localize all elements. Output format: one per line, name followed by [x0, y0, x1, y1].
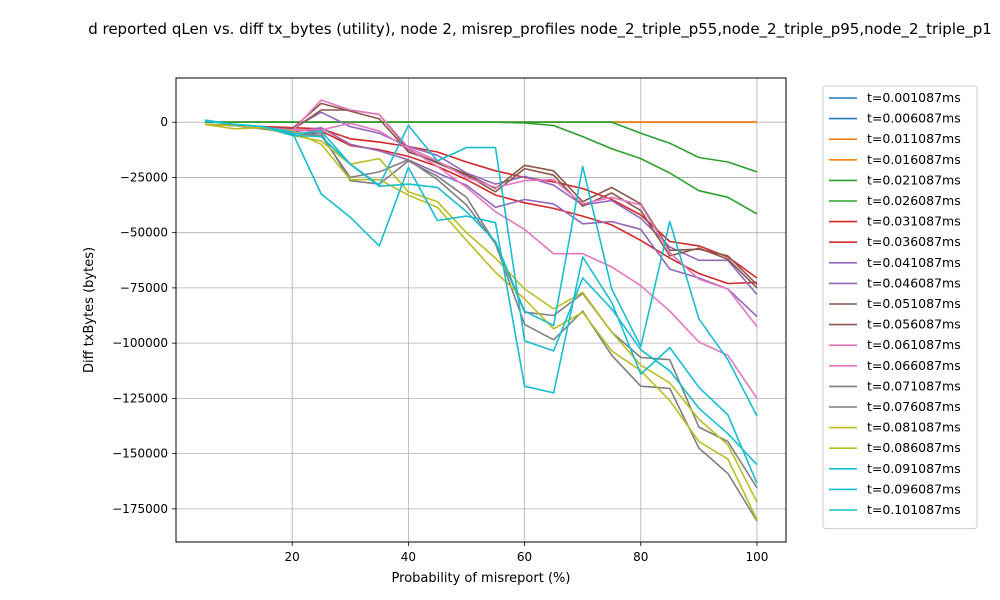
series-line-9	[204, 123, 758, 318]
x-tick-label: 100	[745, 550, 768, 564]
legend-label: t=0.011087ms	[867, 131, 961, 146]
legend-label: t=0.071087ms	[867, 378, 961, 393]
legend-box	[822, 85, 978, 530]
axis-ticks: 20 40 60 80 100 0 −25000 −50000 −75000 −100000 −12…	[112, 115, 768, 564]
x-axis-label: Probability of misreport (%)	[392, 571, 571, 586]
y-axis-label: Diff txBytes (bytes)	[82, 247, 97, 373]
series-line-19	[204, 120, 758, 417]
y-tick-label: −150000	[112, 447, 168, 461]
series-line-6	[204, 123, 758, 279]
legend-label: t=0.006087ms	[867, 111, 961, 126]
series-line-5	[205, 121, 758, 215]
y-tick-label: −175000	[112, 502, 168, 516]
legend-label: t=0.081087ms	[867, 420, 961, 435]
chart-title: d reported qLen vs. diff tx_bytes (utili…	[88, 20, 992, 39]
legend-label: t=0.086087ms	[867, 440, 961, 455]
legend-label: t=0.076087ms	[867, 399, 961, 414]
y-tick-label: 0	[160, 115, 168, 129]
y-tick-label: −125000	[112, 391, 168, 405]
legend-label: t=0.046087ms	[867, 275, 961, 290]
series-line-20	[204, 119, 758, 466]
legend-label: t=0.026087ms	[867, 193, 961, 208]
x-tick-label: 40	[401, 550, 416, 564]
legend-label: t=0.036087ms	[867, 234, 961, 249]
legend-label: t=0.031087ms	[867, 214, 961, 229]
x-tick-label: 80	[633, 550, 648, 564]
x-tick-label: 20	[285, 550, 300, 564]
series-line-13	[204, 122, 758, 399]
legend-label: t=0.061087ms	[867, 337, 961, 352]
series-line-8	[204, 111, 758, 296]
legend-label: t=0.021087ms	[867, 172, 961, 187]
series-line-18	[204, 120, 758, 484]
legend-label: t=0.096087ms	[867, 481, 961, 496]
legend-label: t=0.066087ms	[867, 358, 961, 373]
legend-label: t=0.041087ms	[867, 255, 961, 270]
y-tick-label: −75000	[120, 281, 168, 295]
legend-label: t=0.091087ms	[867, 461, 961, 476]
series-lines	[204, 99, 758, 522]
legend-label: t=0.016087ms	[867, 152, 961, 167]
legend-label: t=0.101087ms	[867, 502, 961, 517]
y-tick-label: −100000	[112, 336, 168, 350]
legend-label: t=0.056087ms	[867, 317, 961, 332]
y-tick-label: −25000	[120, 170, 168, 184]
legend-label: t=0.001087ms	[867, 90, 961, 105]
y-tick-label: −50000	[120, 226, 168, 240]
legend: t=0.001087ms t=0.006087ms t=0.011087ms t=0.…	[822, 85, 978, 530]
plot-frame	[175, 77, 787, 543]
legend-label: t=0.051087ms	[867, 296, 961, 311]
x-tick-label: 60	[517, 550, 532, 564]
